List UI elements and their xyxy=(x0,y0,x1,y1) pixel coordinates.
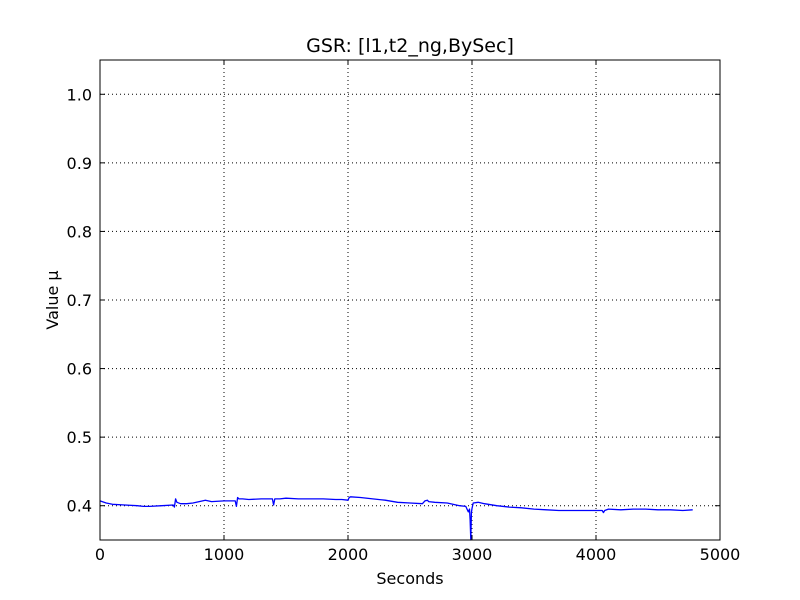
axis-ticks: 0 1000 2000 3000 4000 5000 0.4 0.5 0.6 0.7 0.8 0.9 1… xyxy=(67,60,741,564)
x-tick-label: 3000 xyxy=(452,545,493,564)
gsr-series-line xyxy=(99,496,693,541)
x-tick-label: 4000 xyxy=(576,545,617,564)
x-tick-label: 1000 xyxy=(204,545,245,564)
x-tick-label: 0 xyxy=(95,545,105,564)
y-tick-label: 0.5 xyxy=(67,428,92,447)
y-tick-label: 0.6 xyxy=(67,360,92,379)
chart-title: GSR: [l1,t2_ng,BySec] xyxy=(306,35,514,57)
y-tick-label: 0.9 xyxy=(67,154,92,173)
y-tick-label: 0.4 xyxy=(67,497,92,516)
x-tick-label: 2000 xyxy=(328,545,369,564)
y-axis-label: Value µ xyxy=(43,270,62,329)
x-axis-label: Seconds xyxy=(376,569,443,588)
x-tick-label: 5000 xyxy=(700,545,741,564)
y-tick-label: 0.8 xyxy=(67,222,92,241)
series-layer xyxy=(99,496,693,541)
grid xyxy=(100,60,720,540)
y-tick-label: 1.0 xyxy=(67,85,92,104)
y-tick-label: 0.7 xyxy=(67,291,92,310)
